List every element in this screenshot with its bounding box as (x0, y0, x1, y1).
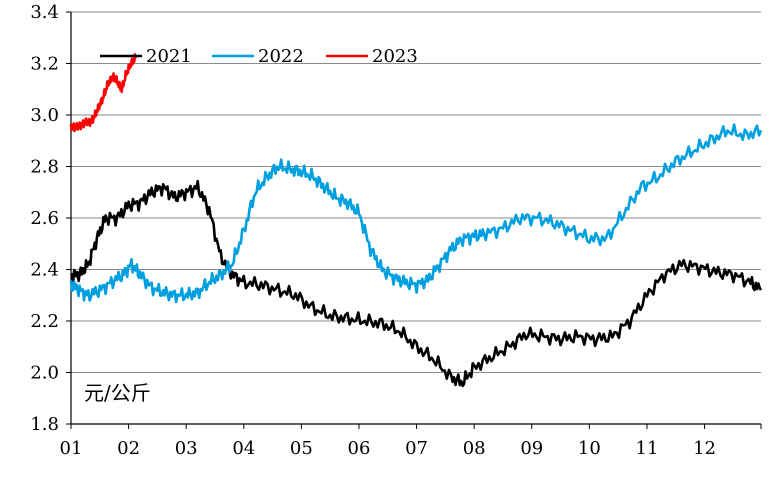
x-tick-label: 05 (290, 438, 313, 459)
series-line-2023 (69, 53, 137, 133)
x-tick-label: 02 (117, 438, 140, 459)
gridlines (66, 11, 761, 425)
series-line-2021 (70, 179, 763, 388)
x-tick-label: 07 (405, 438, 428, 459)
x-tick-label: 01 (60, 438, 83, 459)
x-tick-label: 11 (636, 438, 659, 459)
y-tick-label: 2.6 (30, 208, 59, 229)
y-tick-label: 1.8 (30, 414, 59, 435)
legend: 2021 2022 2023 (100, 46, 418, 67)
legend-label-2021: 2021 (146, 46, 192, 67)
x-tick-labels: 01 02 03 04 05 06 07 08 09 10 11 12 (60, 424, 762, 459)
legend-label-2023: 2023 (372, 46, 418, 67)
y-tick-label: 2.2 (30, 311, 59, 332)
y-tick-label: 2.8 (30, 157, 59, 178)
x-tick-label: 12 (693, 438, 716, 459)
y-tick-label: 3.2 (30, 54, 59, 75)
y-unit-label: 元/公斤 (84, 381, 151, 405)
y-tick-labels: 1.8 2.0 2.2 2.4 2.6 2.8 3.0 3.2 3.4 (30, 2, 59, 435)
y-tick-label: 3.0 (30, 105, 59, 126)
x-tick-label: 06 (348, 438, 371, 459)
x-tick-label: 08 (463, 438, 486, 459)
x-tick-label: 10 (578, 438, 601, 459)
y-tick-label: 3.4 (30, 2, 59, 23)
x-tick-label: 09 (520, 438, 543, 459)
series-line-2022 (69, 123, 763, 304)
x-tick-label: 04 (232, 438, 255, 459)
x-tick-label: 03 (175, 438, 198, 459)
y-tick-label: 2.0 (30, 363, 59, 384)
legend-label-2022: 2022 (258, 46, 304, 67)
series-lines (69, 53, 763, 388)
y-tick-label: 2.4 (30, 260, 59, 281)
